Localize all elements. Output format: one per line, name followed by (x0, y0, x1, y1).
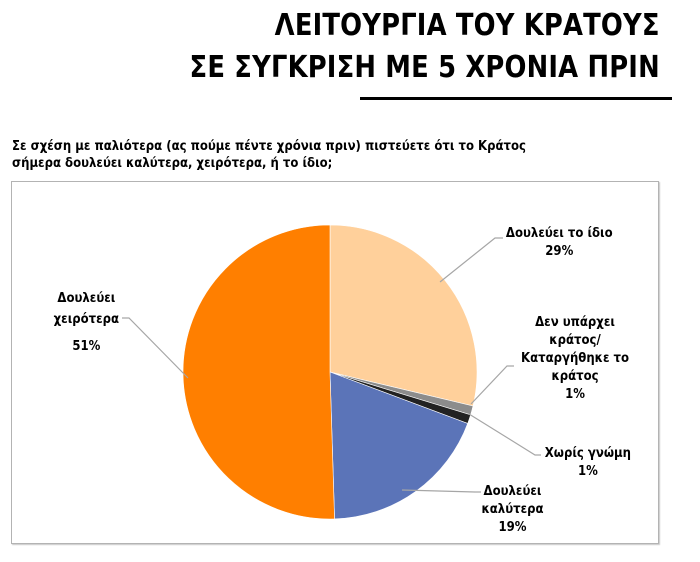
leader-line-no-opinion (468, 413, 541, 456)
label-same-text: Δουλεύει το ίδιο (505, 226, 613, 241)
label-no-opinion-text: Χωρίς γνώμη (544, 446, 631, 461)
label-no-opinion-pct: 1% (577, 464, 598, 479)
label-same: Δουλεύει το ίδιο 29% (506, 225, 613, 261)
label-better: Δουλεύει καλύτερα 19% (481, 483, 543, 537)
label-no-state-pct: 1% (565, 387, 585, 402)
pie-slice-worse (182, 224, 335, 520)
label-worse-pct: 51% (72, 339, 101, 354)
title-underline (360, 97, 672, 100)
leader-line-no-state (470, 365, 514, 405)
page-title-line-1: ΛΕΙΤΟΥΡΓΙΑ ΤΟΥ ΚΡΑΤΟΥΣ (275, 8, 660, 43)
label-no-state-line-1: Δεν υπάρχει (535, 315, 615, 330)
label-better-line-2: καλύτερα (481, 502, 544, 517)
label-better-pct: 19% (498, 520, 527, 535)
label-no-state-line-3: Καταργήθηκε το (521, 351, 630, 366)
page-title-line-2: ΣΕ ΣΥΓΚΡΙΣΗ ΜΕ 5 ΧΡΟΝΙΑ ΠΡΙΝ (189, 50, 660, 85)
label-better-line-1: Δουλεύει (483, 484, 542, 499)
label-no-state: Δεν υπάρχει κράτος/ Καταργήθηκε το κράτο… (521, 314, 629, 404)
label-worse: Δουλεύει χειρότερα 51% (54, 288, 119, 357)
question-line-1: Σε σχέση με παλιότερα (ας πούμε πέντε χρ… (12, 139, 526, 154)
label-no-state-line-4: κράτος (551, 369, 599, 384)
pie-slices (182, 224, 478, 520)
leader-line-worse (122, 317, 189, 379)
leader-lines (122, 237, 541, 493)
label-same-pct: 29% (545, 244, 574, 259)
pie-slice-better (329, 371, 469, 520)
survey-question: Σε σχέση με παλιότερα (ας πούμε πέντε χρ… (12, 138, 526, 172)
label-no-opinion: Χωρίς γνώμη 1% (545, 445, 631, 481)
label-worse-line-1: Δουλεύει (57, 291, 116, 306)
question-line-2: σήμερα δουλεύει καλύτερα, χειρότερα, ή τ… (12, 156, 333, 171)
pie-slice-same (329, 224, 478, 407)
leader-line-better (401, 489, 481, 493)
label-worse-line-2: χειρότερα (53, 312, 120, 327)
label-no-state-line-2: κράτος/ (549, 333, 601, 348)
leader-line-same (439, 237, 503, 283)
